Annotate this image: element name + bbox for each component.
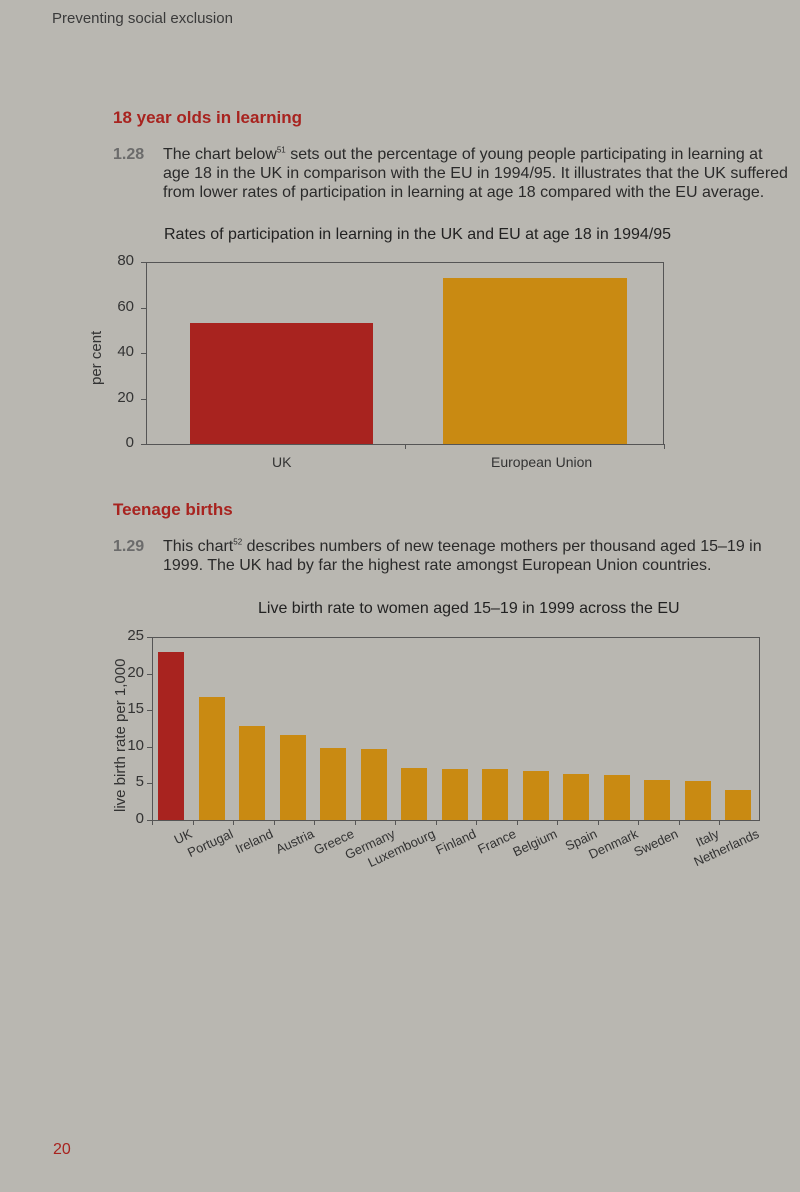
bar-belgium [522,770,549,820]
bar-spain [563,773,590,820]
x-tick [192,820,194,825]
y-tick-label: 25 [127,627,144,644]
y-tick-label: 20 [117,388,134,406]
y-tick-label: 60 [117,297,134,315]
y-axis-label: live birth rate per 1,000 [112,658,129,812]
footnote-ref: 52 [233,537,243,547]
bar-netherlands [725,789,752,820]
x-tick [678,820,680,825]
x-tick [597,820,599,825]
x-tick [557,820,559,825]
x-tick-label: European Union [491,454,593,470]
y-tick-label: 20 [127,663,144,681]
bar-luxembourg [401,768,428,820]
x-tick [719,820,721,825]
bar-european-union [443,277,627,444]
page-number: 20 [53,1141,71,1158]
section-title-18-year-olds: 18 year olds in learning [113,108,302,127]
y-tick [147,710,152,712]
x-tick [476,820,478,825]
x-tick [664,444,665,449]
x-tick [395,820,397,825]
footnote-ref: 51 [276,145,286,155]
bar-portugal [198,697,225,820]
x-tick [233,820,235,825]
y-tick-label: 15 [127,700,144,718]
running-head: Preventing social exclusion [52,10,233,27]
y-tick [147,820,152,821]
paragraph-text: This chart52 describes numbers of new te… [163,537,762,574]
y-tick [147,637,152,638]
paragraph-1-29: 1.29 This chart52 describes numbers of n… [113,537,793,575]
bar-austria [279,735,306,820]
chart-1-title: Rates of participation in learning in th… [164,226,671,243]
bar-uk [190,323,373,444]
x-tick [354,820,356,825]
x-axis [152,820,760,821]
y-axis-label: per cent [88,330,105,385]
x-tick [435,820,437,825]
plot-frame [152,637,760,820]
bar-germany [360,748,387,820]
paragraph-1-28: 1.28 The chart below51 sets out the perc… [113,145,793,202]
bar-france [482,769,509,820]
y-tick [141,353,146,354]
y-tick-label: 0 [125,434,134,451]
y-tick [141,444,146,445]
paragraph-number: 1.29 [113,538,145,555]
y-tick [147,673,152,675]
y-tick [141,307,146,309]
x-tick [152,820,153,825]
y-axis [152,637,153,820]
paragraph-number: 1.28 [113,146,145,163]
x-tick [314,820,316,825]
bar-uk [158,651,184,820]
y-tick-label: 0 [135,810,144,827]
y-tick-label: 10 [127,736,144,754]
bar-ireland [239,725,266,820]
y-tick [141,262,146,263]
x-tick [516,820,518,825]
y-tick [147,783,152,785]
y-axis [146,262,147,444]
bar-sweden [644,779,671,820]
x-tick [638,820,640,825]
bar-denmark [603,774,630,820]
plot-frame [146,262,664,444]
x-tick [273,820,275,825]
y-tick-label: 5 [135,773,144,791]
paragraph-text: The chart below51 sets out the percentag… [163,145,788,201]
y-tick-label: 40 [117,343,134,360]
bar-greece [320,747,347,820]
bar-italy [684,781,711,820]
section-title-teenage-births: Teenage births [113,500,233,519]
y-tick [147,746,152,748]
y-tick-label: 80 [117,252,134,269]
y-tick [141,398,146,400]
chart-2-title: Live birth rate to women aged 15–19 in 1… [258,600,680,617]
x-tick [405,444,406,449]
x-tick-label: UK [272,454,292,470]
bar-finland [441,768,468,820]
